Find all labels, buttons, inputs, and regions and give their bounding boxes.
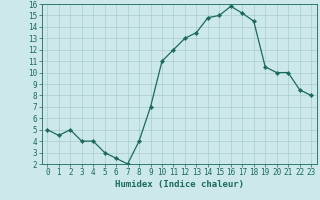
- X-axis label: Humidex (Indice chaleur): Humidex (Indice chaleur): [115, 180, 244, 189]
